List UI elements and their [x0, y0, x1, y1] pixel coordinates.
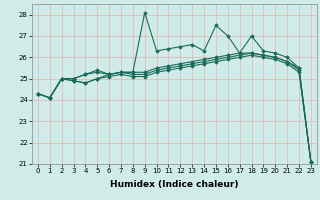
X-axis label: Humidex (Indice chaleur): Humidex (Indice chaleur)	[110, 180, 239, 189]
